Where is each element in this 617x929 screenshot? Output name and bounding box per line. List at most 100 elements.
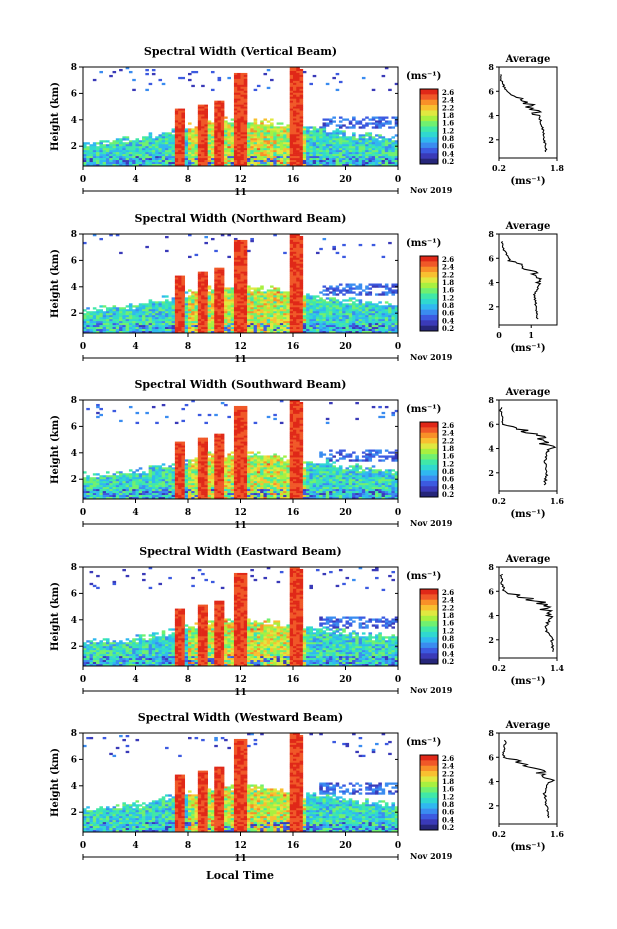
heatmap-cell: [391, 331, 396, 333]
heatmap-cell: [155, 329, 159, 332]
heatmap-cell: [388, 287, 392, 290]
heatmap-cell: [263, 323, 268, 326]
heatmap-cell: [89, 162, 94, 165]
heatmap-cell: [375, 305, 379, 308]
heatmap-cell: [132, 140, 136, 143]
heatmap-cell: [253, 152, 258, 155]
heatmap-cell: [237, 299, 241, 302]
heatmap-cell: [332, 321, 336, 324]
heatmap-cell: [158, 154, 163, 157]
heatmap-cell: [253, 162, 258, 165]
heatmap-cell: [119, 475, 123, 478]
heatmap-cell: [394, 327, 398, 330]
heatmap-cell: [184, 136, 189, 139]
heatmap-cell: [89, 327, 94, 330]
heatmap-cell: [194, 154, 199, 157]
heatmap-cell: [142, 164, 146, 166]
heatmap-cell: [210, 327, 215, 330]
heatmap-cell: [270, 317, 274, 320]
heatmap-cell: [184, 307, 189, 310]
heatmap-cell: [309, 146, 313, 149]
heatmap-cell: [279, 315, 284, 318]
heatmap-cell: [378, 142, 382, 145]
heatmap-cell: [197, 126, 202, 129]
heatmap-cell: [217, 128, 222, 131]
heatmap-cell: [168, 311, 172, 314]
heatmap-cell: [171, 487, 176, 490]
heatmap-cell: [161, 160, 166, 163]
heatmap-cell: [220, 279, 225, 282]
heatmap-cell: [394, 309, 398, 312]
heatmap-cell: [105, 162, 110, 165]
heatmap-cell: [342, 132, 346, 135]
heatmap-cell: [96, 313, 100, 316]
heatmap-cell: [161, 403, 166, 407]
heatmap-cell: [319, 301, 323, 304]
heatmap-cell: [361, 317, 366, 320]
heatmap-cell: [217, 158, 222, 161]
heatmap-cell: [365, 317, 369, 320]
heatmap-cell: [293, 323, 297, 326]
heatmap-cell: [240, 72, 245, 76]
heatmap-cell: [286, 325, 291, 328]
heatmap-cell: [335, 162, 340, 165]
heatmap-cell: [151, 150, 156, 153]
heatmap-cell: [96, 473, 100, 476]
heatmap-cell: [233, 160, 238, 163]
heatmap-cell: [250, 237, 254, 241]
heatmap-cell: [375, 138, 379, 141]
heatmap-cell: [253, 88, 258, 92]
heatmap-cell: [273, 160, 277, 163]
heatmap-cell: [227, 293, 231, 296]
heatmap-cell: [105, 493, 110, 496]
heatmap-cell: [247, 160, 251, 163]
heatmap-cell: [315, 329, 320, 332]
heatmap-cell: [263, 146, 268, 149]
heatmap-cell: [260, 331, 264, 333]
heatmap-cell: [279, 297, 284, 300]
heatmap-cell: [381, 154, 386, 157]
heatmap-cell: [299, 122, 304, 125]
heatmap-cell: [378, 120, 382, 123]
heatmap-cell: [263, 152, 268, 155]
colorbar-tick-label: 2.2: [442, 103, 454, 112]
heatmap-cell: [158, 479, 163, 482]
heatmap-cell: [92, 497, 97, 499]
heatmap-cell: [375, 156, 379, 159]
heatmap-cell: [92, 489, 97, 492]
heatmap-cell: [243, 297, 248, 300]
heatmap-cell: [286, 295, 291, 298]
heatmap-cell: [289, 305, 294, 308]
heatmap-cell: [263, 297, 268, 300]
heatmap-cell: [142, 493, 146, 496]
heatmap-cell: [381, 136, 386, 139]
heatmap-cell: [119, 323, 123, 326]
heatmap-cell: [309, 309, 313, 312]
heatmap-cell: [243, 78, 248, 82]
heatmap-cell: [309, 319, 313, 322]
heatmap-cell: [289, 271, 294, 274]
heatmap-cell: [332, 160, 336, 163]
heatmap-cell: [207, 132, 212, 135]
heatmap-cell: [296, 92, 300, 96]
heatmap-cell: [174, 453, 179, 456]
heatmap-cell: [174, 317, 179, 320]
heatmap-cell: [217, 76, 222, 80]
heatmap-cell: [358, 329, 363, 332]
panel-title: Spectral Width (Northward Beam): [135, 212, 347, 225]
heatmap-cell: [243, 106, 248, 109]
heatmap-cell: [381, 152, 386, 155]
heatmap-cell: [342, 164, 346, 166]
heatmap-cell: [138, 481, 143, 484]
heatmap-cell: [220, 323, 225, 326]
heatmap-cell: [335, 72, 340, 76]
heatmap-cell: [263, 132, 268, 135]
heatmap-cell: [174, 150, 179, 153]
heatmap-cell: [247, 321, 251, 324]
heatmap-cell: [394, 150, 398, 153]
heatmap-cell: [306, 327, 310, 330]
heatmap-cell: [250, 331, 254, 333]
heatmap-cell: [99, 493, 103, 496]
heatmap-cell: [306, 317, 310, 320]
heatmap-cell: [365, 311, 369, 314]
